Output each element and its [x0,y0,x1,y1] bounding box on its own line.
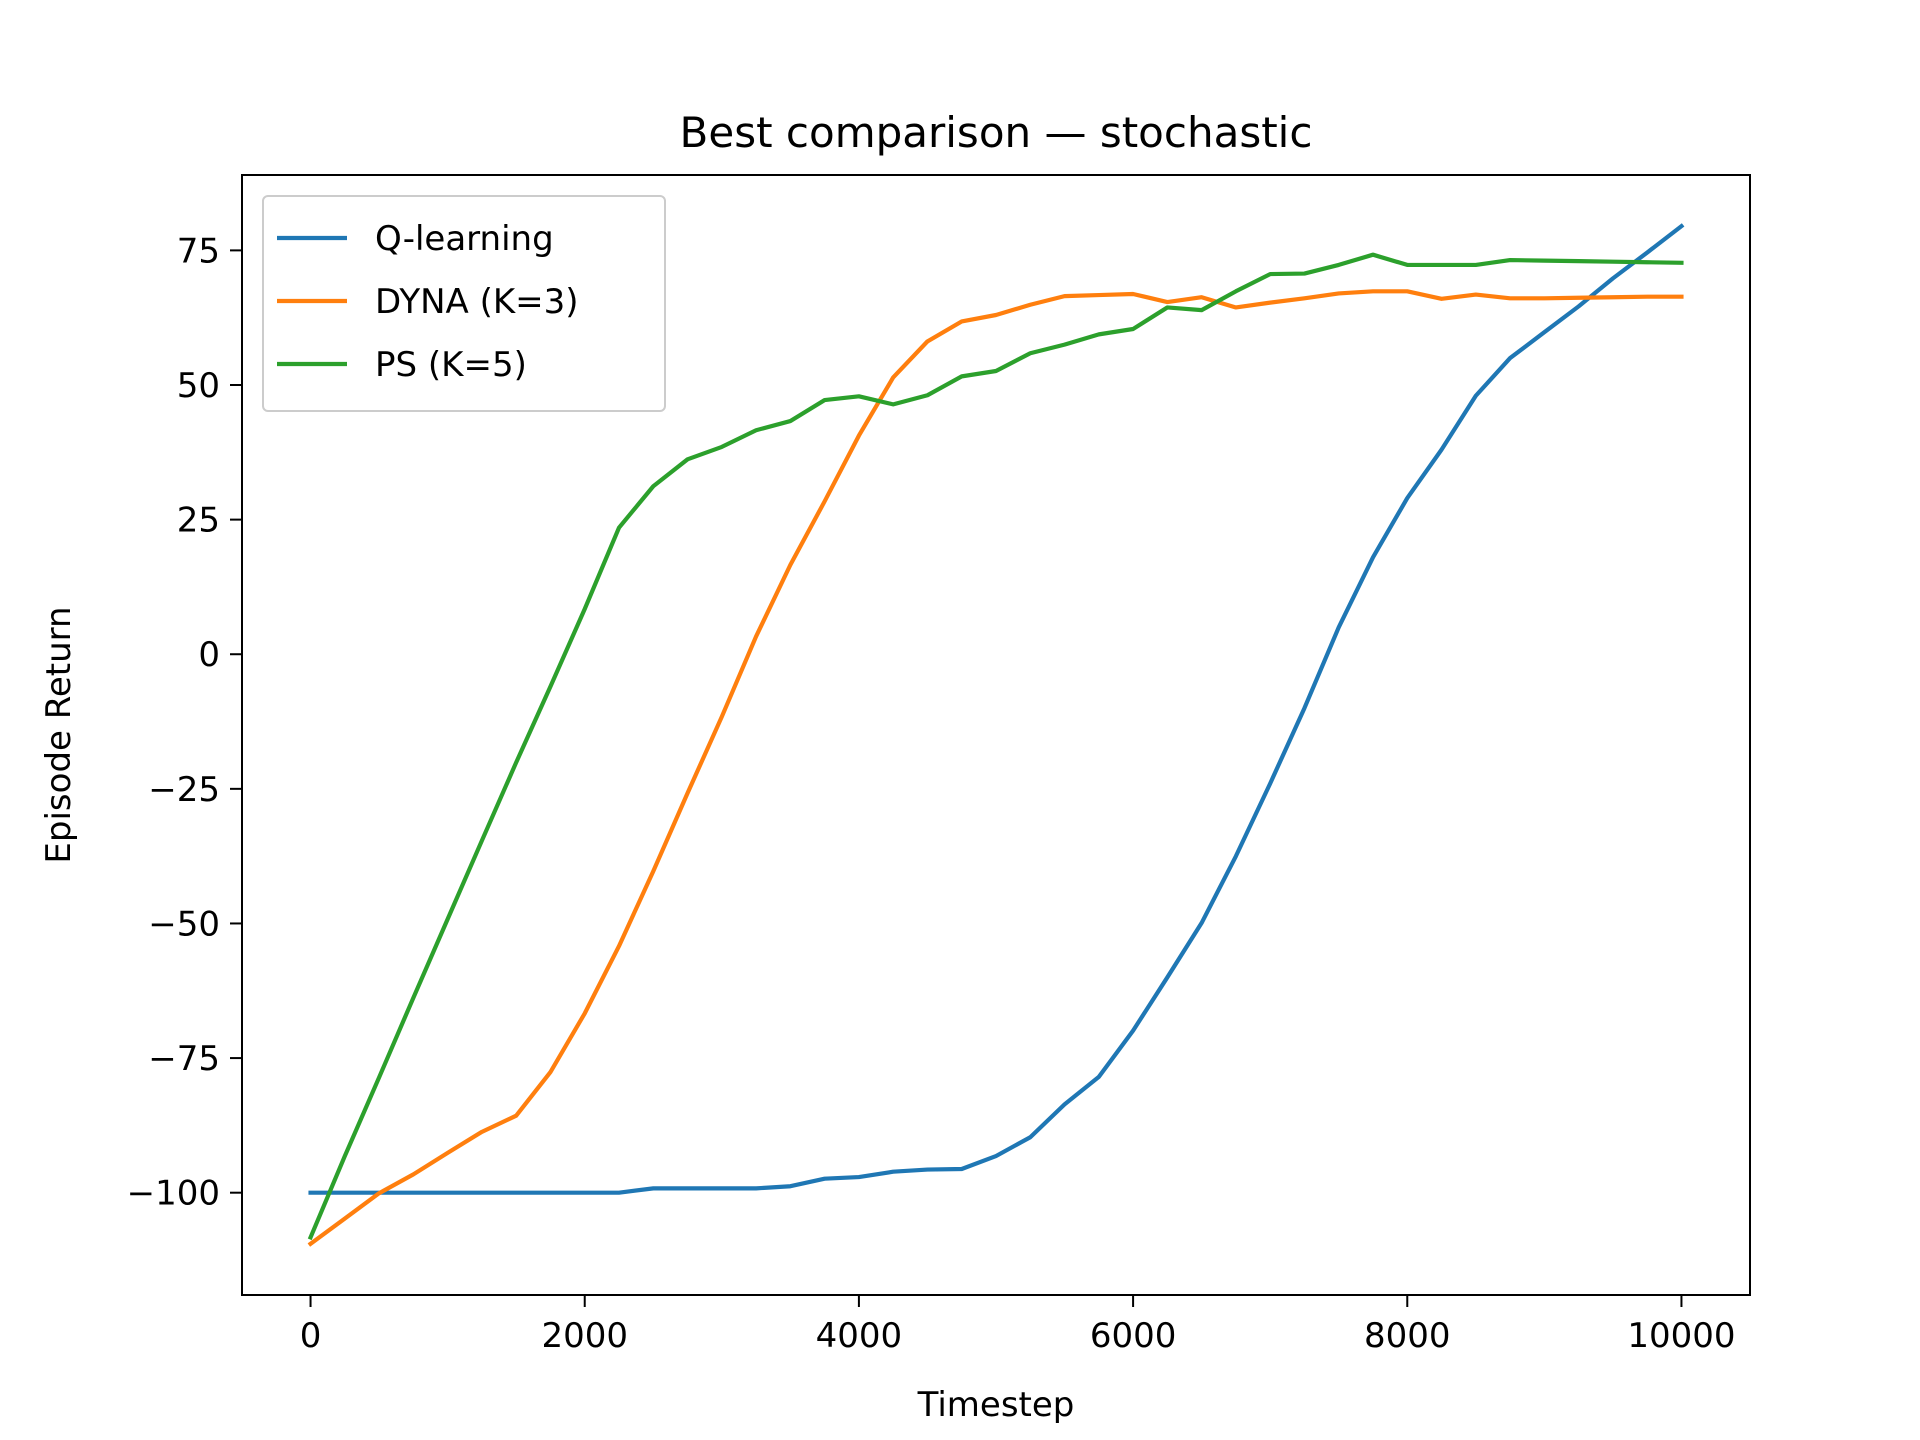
legend-label: PS (K=5) [375,345,527,385]
legend-label: Q-learning [375,219,554,259]
y-tick-label: −100 [127,1174,220,1214]
legend: Q-learning DYNA (K=3) PS (K=5) [262,195,666,412]
x-axis: 0 2000 4000 6000 8000 10000 [300,1295,1736,1356]
legend-label: DYNA (K=3) [375,282,579,322]
y-tick-label: −25 [148,770,220,810]
y-axis-label: Episode Return [39,606,79,863]
axes-frame [241,174,1751,1296]
x-axis-label: Timestep [917,1385,1075,1425]
legend-box [262,195,666,412]
y-tick-label: 0 [198,635,220,675]
x-tick-label: 8000 [1364,1316,1451,1356]
x-tick-label: 2000 [541,1316,628,1356]
y-tick-label: −50 [148,904,220,944]
y-tick-label: 25 [177,501,220,541]
series-line-ps-k-5 [307,252,1684,1241]
y-tick-label: 50 [177,366,220,406]
series-line-dyna-k-3 [307,289,1684,1247]
x-tick-label: 4000 [816,1316,903,1356]
chart-title: Best comparison — stochastic [680,108,1313,157]
x-tick-label: 0 [300,1316,322,1356]
y-tick-label: 75 [177,231,220,271]
x-tick-label: 6000 [1090,1316,1177,1356]
y-axis: −100 −75 −50 −25 0 25 50 75 [127,231,242,1214]
x-tick-label: 10000 [1627,1316,1735,1356]
series-line-q-learning [308,223,1685,1195]
plot-area [241,174,1751,1296]
y-tick-label: −75 [148,1039,220,1079]
